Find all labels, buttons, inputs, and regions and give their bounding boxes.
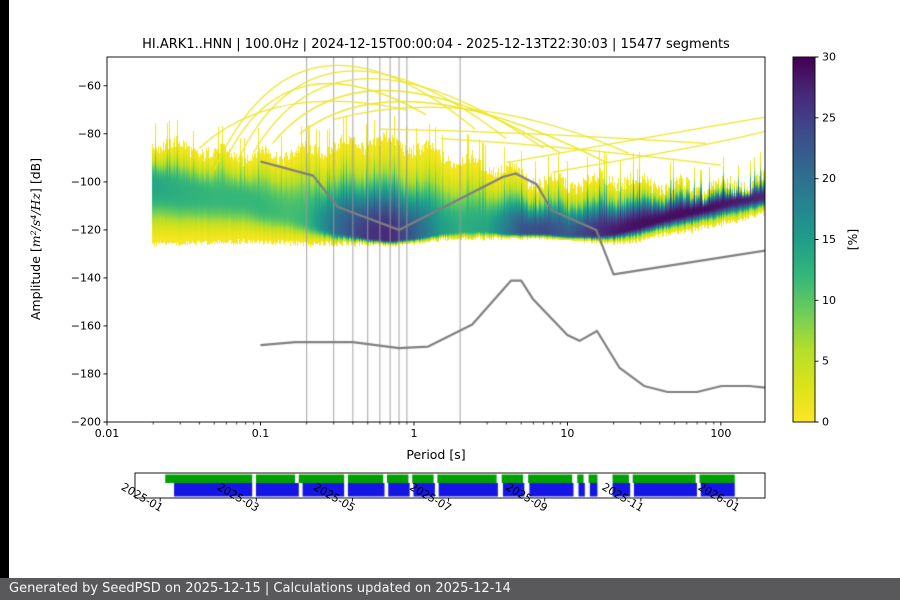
x-tick-label: 10 — [560, 427, 574, 440]
colorbar-tick-label: 30 — [822, 51, 836, 64]
y-tick-label: −200 — [71, 416, 101, 429]
y-tick-label: −160 — [71, 320, 101, 333]
y-tick-label: −180 — [71, 368, 101, 381]
timeline-tick-label: 2025-09 — [503, 480, 549, 514]
colorbar-tick-marks — [815, 56, 819, 423]
plot-overlay: HI.ARK1..HNN | 100.0Hz | 2024-12-15T00:0… — [28, 37, 860, 515]
timeline-frame — [134, 472, 766, 499]
footer-bar: Generated by SeedPSD on 2025-12-15 | Cal… — [0, 578, 900, 600]
x-tick-marks — [106, 422, 722, 426]
x-tick-label: 0.1 — [252, 427, 270, 440]
x-tick-label: 1 — [411, 427, 418, 440]
colorbar-tick-label: 0 — [822, 416, 829, 429]
x-axis-label: Period [s] — [406, 447, 465, 462]
colorbar-tick-label: 25 — [822, 111, 836, 124]
timeline-tick-marks — [159, 498, 738, 502]
ppsd-heatmap-canvas — [0, 0, 900, 578]
y-axis-label: Amplitude [m²/s⁴/Hz] [dB] — [28, 158, 43, 320]
y-tick-label: −120 — [71, 224, 101, 237]
x-tick-label: 100 — [710, 427, 731, 440]
plot-frame — [106, 56, 766, 423]
y-tick-label: −100 — [71, 176, 101, 189]
colorbar-tick-label: 10 — [822, 294, 836, 307]
y-tick-marks — [103, 85, 107, 423]
timeline-tick-label: 2025-01 — [119, 480, 165, 514]
colorbar-tick-label: 15 — [822, 233, 836, 246]
timeline-tick-label: 2025-05 — [311, 480, 357, 514]
y-tick-label: −140 — [71, 272, 101, 285]
timeline-tick-label: 2025-07 — [407, 480, 453, 514]
timeline-tick-label: 2026-01 — [696, 480, 742, 514]
colorbar-frame — [792, 56, 816, 423]
colorbar-tick-label: 5 — [822, 355, 829, 368]
colorbar-axis-label: [%] — [845, 229, 860, 251]
timeline-tick-label: 2025-11 — [600, 480, 646, 514]
colorbar-tick-label: 20 — [822, 172, 836, 185]
y-tick-label: −60 — [78, 80, 101, 93]
y-axis-label-prefix: Amplitude [ — [28, 247, 43, 320]
chart-title: HI.ARK1..HNN | 100.0Hz | 2024-12-15T00:0… — [142, 37, 730, 52]
x-tick-label: 0.01 — [95, 427, 120, 440]
footer-text: Generated by SeedPSD on 2025-12-15 | Cal… — [9, 581, 511, 596]
y-axis-label-units: m²/s⁴/Hz — [28, 193, 43, 248]
timeline-tick-label: 2025-03 — [215, 480, 261, 514]
y-tick-label: −80 — [78, 128, 101, 141]
y-axis-label-suffix: ] [dB] — [28, 158, 43, 193]
